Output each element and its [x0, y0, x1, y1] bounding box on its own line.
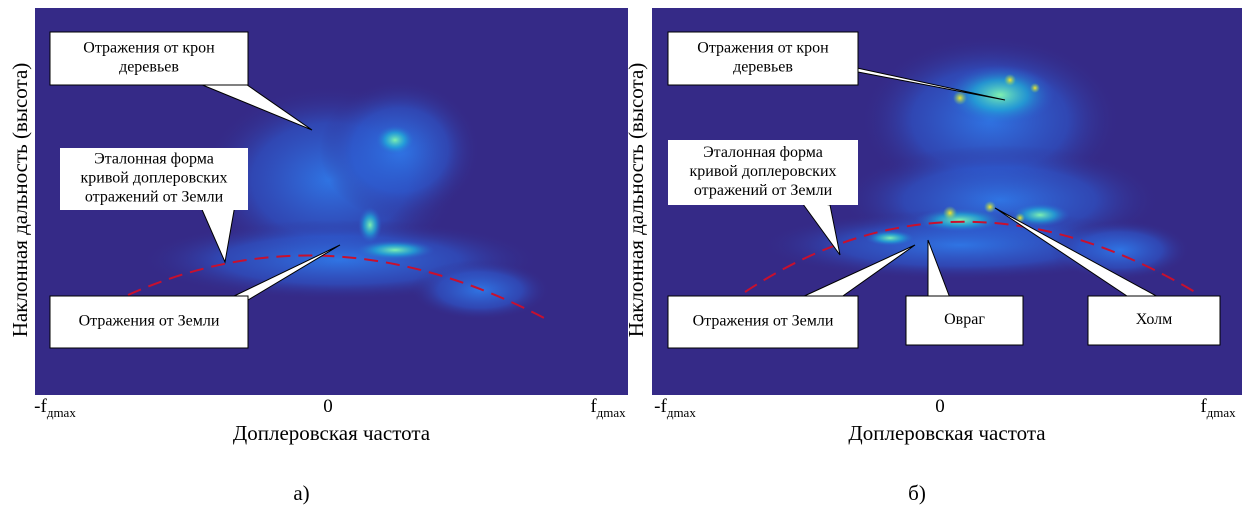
- panel: Отражения от крон деревьев Эталонная форма…: [8, 8, 628, 505]
- callout-text: Овраг: [944, 311, 985, 328]
- x-tick-label: 0: [323, 396, 333, 417]
- x-axis-label: Доплеровская частота: [233, 421, 431, 445]
- callout-text: кривой доплеровских: [80, 170, 227, 187]
- callout-text: деревьев: [119, 59, 179, 76]
- callout-text: Отражения от Земли: [79, 313, 220, 330]
- y-axis-label: Наклонная дальность (высота): [624, 63, 648, 338]
- callout-text: отражений от Земли: [694, 182, 833, 199]
- callout-text: Отражения от крон: [697, 40, 829, 57]
- panel-caption: а): [293, 481, 309, 505]
- tick-sub: дmax: [667, 405, 696, 420]
- panel: Отражения от крон деревьев Эталонная форма…: [624, 8, 1242, 505]
- figure: Отражения от крон деревьев Эталонная форма…: [0, 0, 1249, 508]
- echo-hot: [375, 125, 415, 155]
- tick-main: -f: [654, 396, 667, 417]
- tick-sub: дmax: [47, 405, 76, 420]
- tick-main: -f: [34, 396, 47, 417]
- panel-caption: б): [908, 481, 926, 505]
- tick-main: 0: [323, 396, 333, 417]
- callout-text: кривой доплеровских: [689, 163, 836, 180]
- tick-main: 0: [935, 396, 945, 417]
- y-axis-label: Наклонная дальность (высота): [8, 63, 32, 338]
- callout-text: отражений от Земли: [85, 189, 224, 206]
- x-tick-label: -fдmax: [34, 396, 76, 420]
- echo-peak: [1030, 83, 1040, 93]
- echo-peak: [953, 91, 967, 105]
- x-axis-label: Доплеровская частота: [848, 421, 1046, 445]
- echo-hot: [355, 240, 435, 260]
- x-tick-label: fдmax: [590, 396, 626, 420]
- tick-sub: дmax: [1207, 405, 1236, 420]
- callout-text: Эталонная форма: [703, 144, 823, 161]
- callout-text: Отражения от Земли: [693, 313, 834, 330]
- callout-text: Холм: [1136, 311, 1172, 328]
- echo-hot: [865, 230, 915, 246]
- echo-hot: [358, 207, 382, 243]
- tick-sub: дmax: [597, 405, 626, 420]
- echo-peak: [943, 206, 957, 220]
- callout-text: деревьев: [733, 59, 793, 76]
- callout-text: Отражения от крон: [83, 40, 215, 57]
- x-tick-label: 0: [935, 396, 945, 417]
- x-tick-label: -fдmax: [654, 396, 696, 420]
- callout-text: Эталонная форма: [94, 151, 214, 168]
- echo-peak: [1004, 74, 1016, 86]
- echo-peak: [984, 201, 996, 213]
- x-tick-label: fдmax: [1200, 396, 1236, 420]
